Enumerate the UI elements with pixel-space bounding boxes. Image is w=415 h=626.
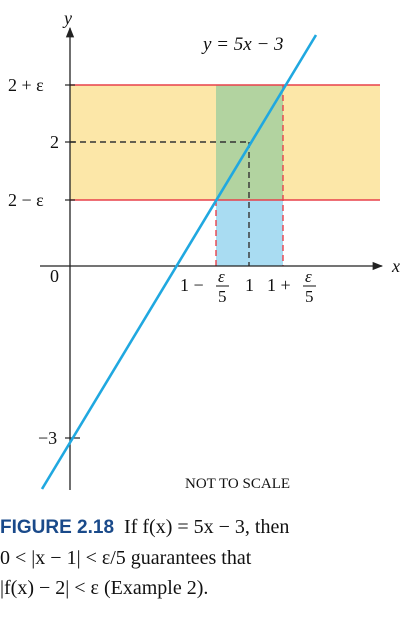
x-tick-label-left-prefix: 1 − xyxy=(180,275,204,295)
function-line xyxy=(40,34,318,490)
figure-caption: FIGURE 2.18 If f(x) = 5x − 3, then 0 < |… xyxy=(0,512,400,603)
caption-line-2: 0 < |x − 1| < ε/5 guarantees that xyxy=(0,547,252,569)
y-tick-label-upper: 2 + ε xyxy=(8,75,44,95)
x-tick-label-right-frac-num: ε xyxy=(305,267,312,286)
caption-line-1: FIGURE 2.18 If f(x) = 5x − 3, then xyxy=(0,512,400,543)
function-label: y = 5x − 3 xyxy=(201,34,284,55)
y-tick-label-origin: 0 xyxy=(50,266,59,286)
not-to-scale-note: NOT TO SCALE xyxy=(185,476,290,492)
y-tick-label-lower: 2 − ε xyxy=(8,190,44,210)
caption-line-3: |f(x) − 2| < ε (Example 2). xyxy=(0,577,209,599)
figure-number: FIGURE 2.18 xyxy=(0,517,115,538)
y-intercept-label: −3 xyxy=(38,428,57,448)
epsilon-delta-diagram: y x y = 5x − 3 2 + ε 2 2 − ε 0 −3 1 − ε … xyxy=(8,8,400,492)
y-axis-label: y xyxy=(62,8,72,28)
y-tick-label-mid: 2 xyxy=(50,132,59,152)
x-axis-label: x xyxy=(391,256,400,276)
caption-text-1: If f(x) = 5x − 3, then xyxy=(124,516,290,538)
x-tick-label-left-frac-den: 5 xyxy=(218,287,227,306)
x-tick-label-right-prefix: 1 + xyxy=(267,275,291,295)
x-tick-label-left-frac-num: ε xyxy=(218,267,225,286)
x-tick-label-center: 1 xyxy=(245,275,254,295)
x-tick-label-right-frac-den: 5 xyxy=(305,287,314,306)
